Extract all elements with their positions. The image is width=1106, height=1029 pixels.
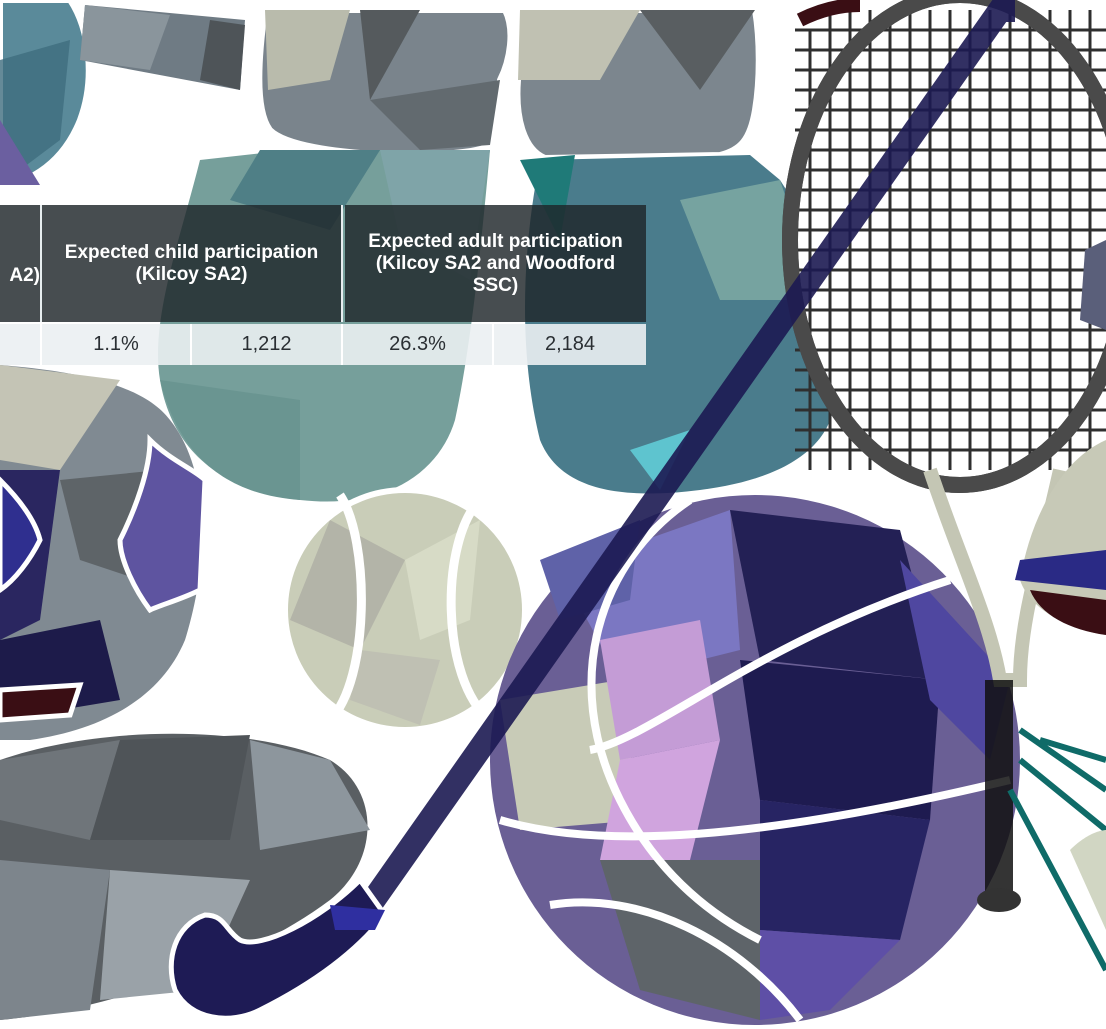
header-child-participation: Expected child participation (Kilcoy SA2… bbox=[42, 205, 343, 322]
hockey-stick bbox=[168, 0, 1015, 1021]
table-cell-child-count: 1,212 bbox=[192, 324, 343, 365]
table-cell-cut bbox=[0, 324, 42, 365]
right-edge-shapes bbox=[1007, 240, 1106, 972]
tennis-racket bbox=[782, 0, 1106, 912]
table-header-cut-text: A2) bbox=[9, 265, 40, 286]
top-left-shape bbox=[0, 0, 92, 189]
left-ball bbox=[0, 365, 208, 740]
basketball bbox=[490, 495, 1020, 1025]
table-header-cut-cell: A2) bbox=[0, 205, 42, 322]
header-adult-participation: Expected adult participation (Kilcoy SA2… bbox=[345, 205, 646, 322]
tennis-ball bbox=[282, 487, 528, 733]
rugby-ball bbox=[0, 733, 370, 1020]
top-bar-shape bbox=[80, 5, 245, 90]
right-glove bbox=[514, 7, 836, 494]
participation-table: A2) Expected child participation (Kilcoy… bbox=[0, 205, 646, 365]
table-cell-child-percent: 1.1% bbox=[42, 324, 192, 365]
table-cell-adult-percent: 26.3% bbox=[343, 324, 494, 365]
table-cell-adult-count: 2,184 bbox=[494, 324, 646, 365]
